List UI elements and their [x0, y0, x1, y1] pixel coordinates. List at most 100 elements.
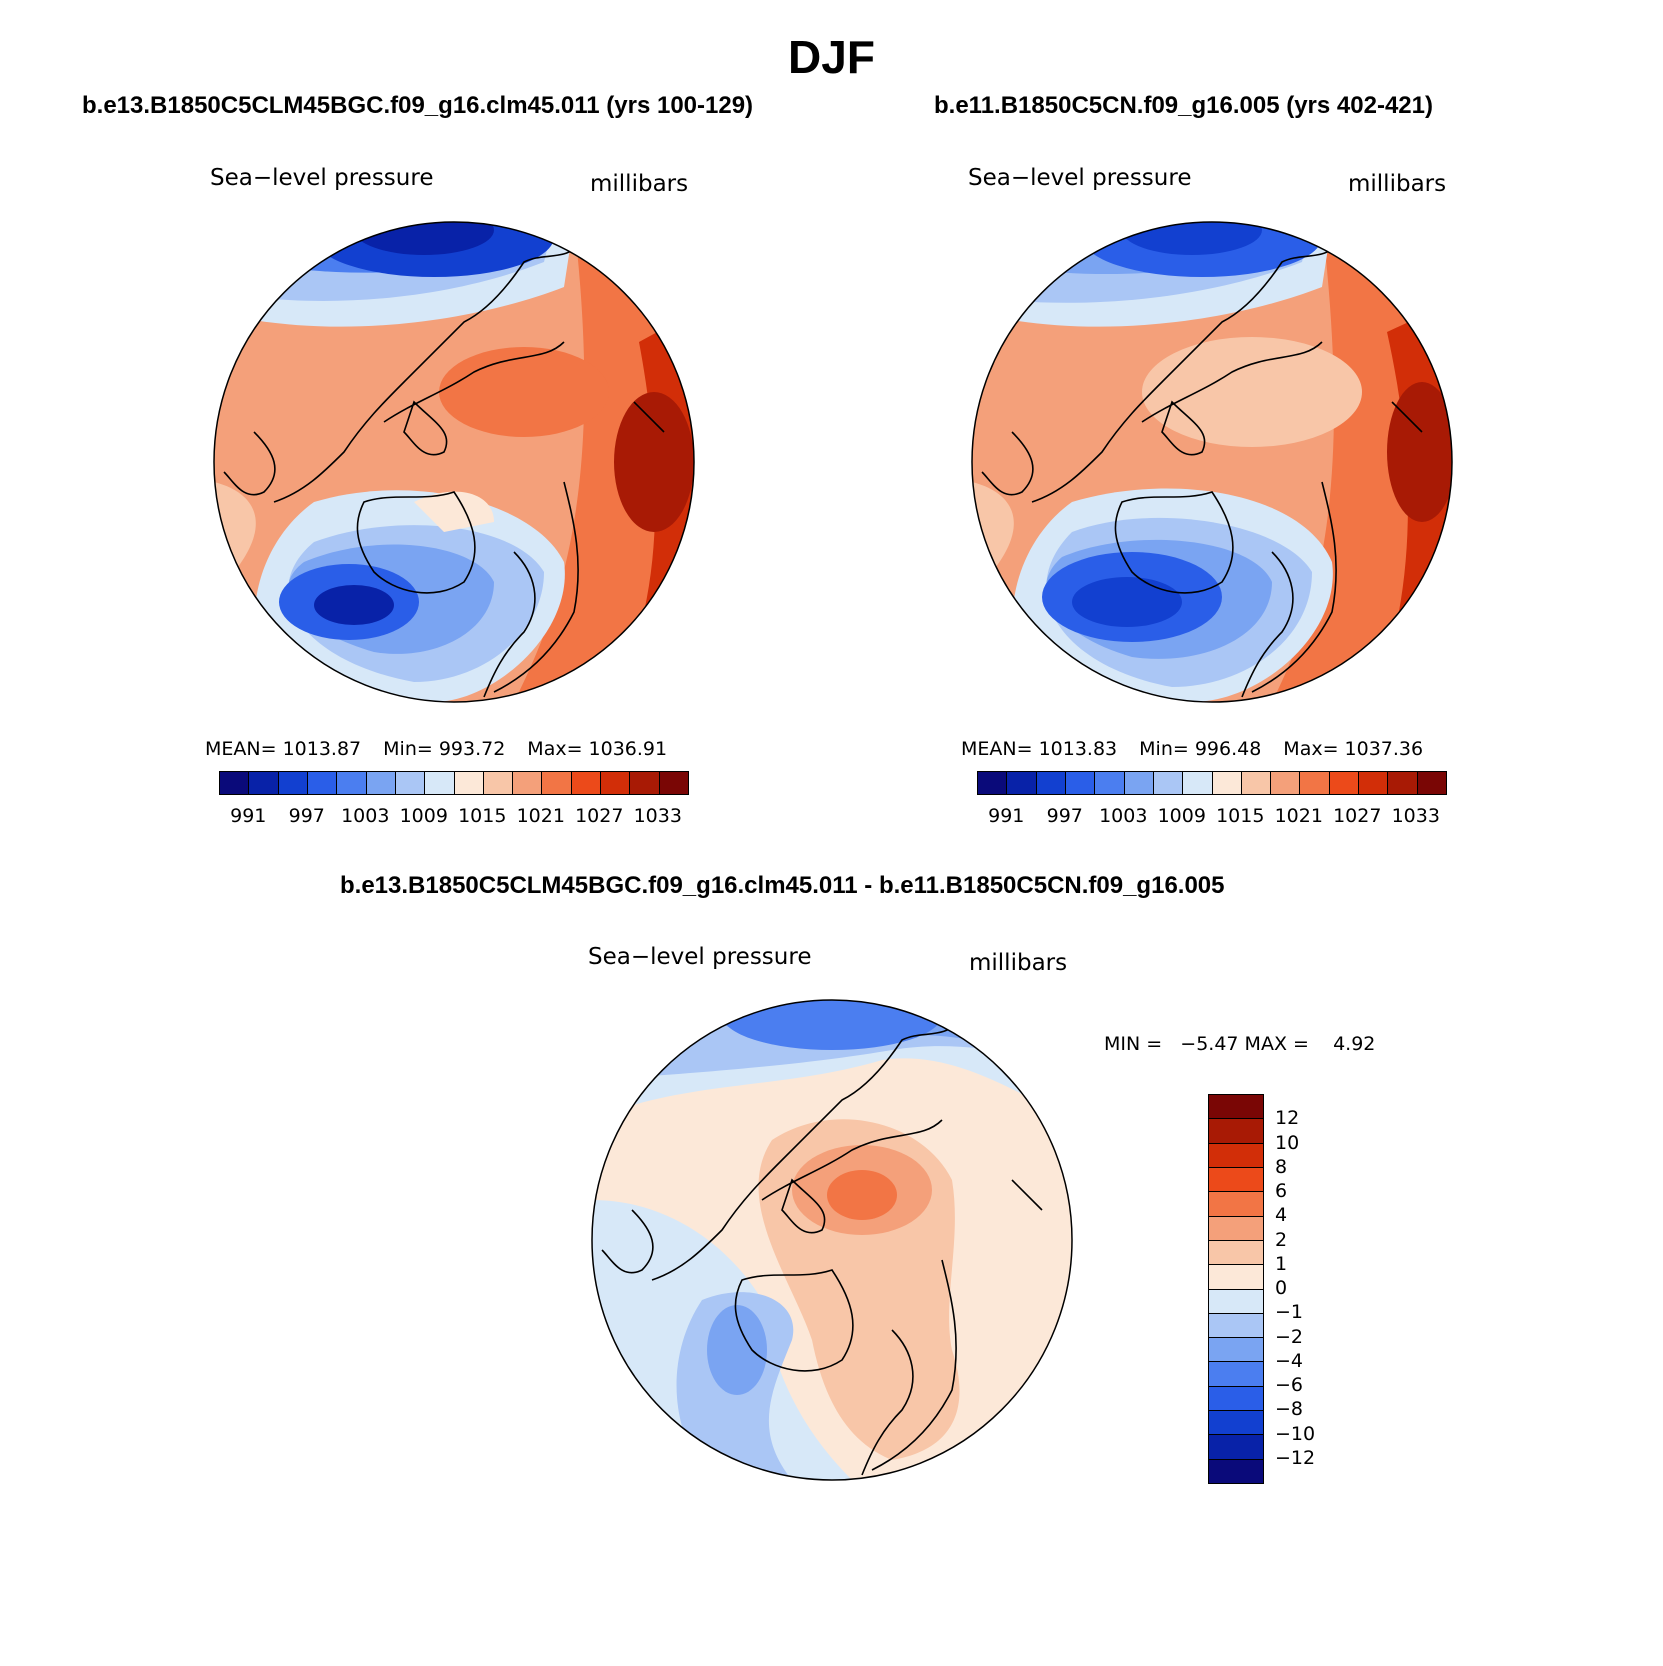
case2-colorbar-box [1124, 772, 1154, 794]
case1-colorbar-label: 997 [288, 805, 325, 827]
case1-colorbar-box [659, 772, 688, 794]
case2-map-border [971, 221, 1453, 703]
case1-stats: MEAN= 1013.87 Min= 993.72 Max= 1036.91 [205, 738, 689, 760]
case1-colorbar-box [630, 772, 660, 794]
diff-minmax: MIN = −5.47 MAX = 4.92 [1104, 1033, 1376, 1055]
figure-title: DJF [788, 31, 875, 83]
diff-colorbar-label: 4 [1275, 1204, 1288, 1227]
case2-colorbar-box [1241, 772, 1272, 794]
case1-min: Min= 993.72 [383, 738, 506, 760]
diff-colorbar-box [1209, 1095, 1263, 1120]
case2-min: Min= 996.48 [1139, 738, 1262, 760]
diff-colorbar-label: −6 [1275, 1374, 1304, 1396]
diff-colorbar-box [1209, 1435, 1263, 1460]
case2-colorbar-labels: 991 997 1003 1009 1015 1021 1027 1033 [977, 805, 1445, 829]
case2-units-label: millibars [1348, 171, 1447, 197]
case1-variable-label: Sea−level pressure [210, 165, 434, 191]
case1-colorbar-box [513, 772, 543, 794]
case1-polar-map [213, 221, 695, 703]
diff-colorbar-box [1209, 1459, 1263, 1483]
case2-colorbar-box [1183, 772, 1213, 794]
diff-colorbar-label: 2 [1275, 1228, 1288, 1251]
diff-colorbar-box [1209, 1192, 1263, 1217]
diff-colorbar-label: 12 [1275, 1107, 1300, 1130]
case2-colorbar-label: 1003 [1099, 805, 1148, 827]
diff-colorbar-labels: 12 10 8 6 4 2 1 0 −1 −2 −4 −6 −8 −10 −12 [1275, 1094, 1355, 1482]
case2-max: Max= 1037.36 [1283, 738, 1424, 760]
case2-colorbar-label: 991 [988, 805, 1025, 827]
case2-colorbar-label: 1027 [1333, 805, 1382, 827]
case2-colorbar-box [1300, 772, 1330, 794]
case1-units-label: millibars [590, 171, 689, 197]
case1-colorbar-label: 1021 [516, 805, 565, 827]
case2-colorbar-label: 997 [1046, 805, 1083, 827]
case2-colorbar-box [1388, 772, 1418, 794]
diff-colorbar-box [1209, 1119, 1263, 1144]
diff-title: b.e13.B1850C5CLM45BGC.f09_g16.clm45.011 … [340, 872, 1225, 899]
diff-colorbar-label: 1 [1275, 1252, 1288, 1275]
diff-colorbar-label: 10 [1275, 1131, 1300, 1154]
diff-colorbar-label: −8 [1275, 1398, 1304, 1421]
case1-colorbar-box [307, 772, 338, 794]
diff-colorbar-box [1209, 1265, 1263, 1290]
case1-map-border [213, 221, 695, 703]
case1-max: Max= 1036.91 [527, 738, 668, 760]
diff-colorbar-box [1209, 1216, 1263, 1241]
case2-colorbar-box [1036, 772, 1066, 794]
case2-colorbar-box [1007, 772, 1037, 794]
case1-title: b.e13.B1850C5CLM45BGC.f09_g16.clm45.011 … [82, 92, 754, 119]
case2-colorbar-label: 1033 [1391, 805, 1440, 827]
case2-colorbar-box [1359, 772, 1389, 794]
case2-mean: MEAN= 1013.83 [961, 738, 1118, 760]
case2-colorbar-box [1329, 772, 1360, 794]
case1-colorbar-box [249, 772, 279, 794]
case2-polar-map [971, 221, 1453, 703]
case2-stats: MEAN= 1013.83 Min= 996.48 Max= 1037.36 [961, 738, 1445, 760]
case2-colorbar-box [1271, 772, 1301, 794]
diff-map-border [591, 999, 1073, 1481]
case1-colorbar-box [542, 772, 572, 794]
case1-colorbar-box [601, 772, 631, 794]
case1-colorbar-box [425, 772, 455, 794]
case1-colorbar-label: 1015 [458, 805, 507, 827]
case1-colorbar-label: 1009 [399, 805, 448, 827]
case2-colorbar-label: 1009 [1157, 805, 1206, 827]
case2-colorbar [977, 771, 1447, 795]
case1-colorbar-label: 1033 [633, 805, 682, 827]
diff-polar-map [591, 999, 1073, 1481]
case1-colorbar-labels: 991 997 1003 1009 1015 1021 1027 1033 [219, 805, 687, 829]
diff-colorbar-label: −10 [1275, 1422, 1316, 1445]
case1-colorbar-box [454, 772, 484, 794]
case2-colorbar-box [1065, 772, 1096, 794]
case2-title: b.e11.B1850C5CN.f09_g16.005 (yrs 402-421… [934, 92, 1433, 119]
diff-colorbar-box [1209, 1289, 1263, 1314]
case2-colorbar-box [1095, 772, 1125, 794]
diff-colorbar-label: 0 [1275, 1277, 1288, 1299]
case1-colorbar [219, 771, 689, 795]
case1-colorbar-box [483, 772, 514, 794]
diff-colorbar-label: 6 [1275, 1180, 1288, 1202]
case1-colorbar-box [366, 772, 396, 794]
case1-mean: MEAN= 1013.87 [205, 738, 362, 760]
diff-colorbar-label: −4 [1275, 1349, 1304, 1372]
case1-colorbar-label: 1003 [341, 805, 390, 827]
case1-colorbar-box [278, 772, 308, 794]
diff-colorbar-box [1209, 1313, 1263, 1339]
case2-variable-label: Sea−level pressure [968, 165, 1192, 191]
diff-colorbar-box [1209, 1362, 1263, 1387]
diff-colorbar-box [1209, 1386, 1263, 1412]
diff-colorbar-box [1209, 1411, 1263, 1436]
diff-colorbar-box [1209, 1240, 1263, 1266]
diff-units-label: millibars [969, 950, 1068, 976]
diff-colorbar-label: −2 [1275, 1325, 1304, 1348]
diff-colorbar-label: 8 [1275, 1155, 1288, 1178]
diff-colorbar-label: −1 [1275, 1301, 1304, 1324]
diff-colorbar-label: −12 [1275, 1446, 1316, 1469]
case2-colorbar-label: 1021 [1274, 805, 1323, 827]
case1-colorbar-box [395, 772, 426, 794]
case2-colorbar-box [1417, 772, 1446, 794]
case2-colorbar-box [978, 772, 1008, 794]
case1-colorbar-label: 991 [230, 805, 267, 827]
case2-colorbar-box [1212, 772, 1242, 794]
diff-colorbar-box [1209, 1167, 1263, 1193]
